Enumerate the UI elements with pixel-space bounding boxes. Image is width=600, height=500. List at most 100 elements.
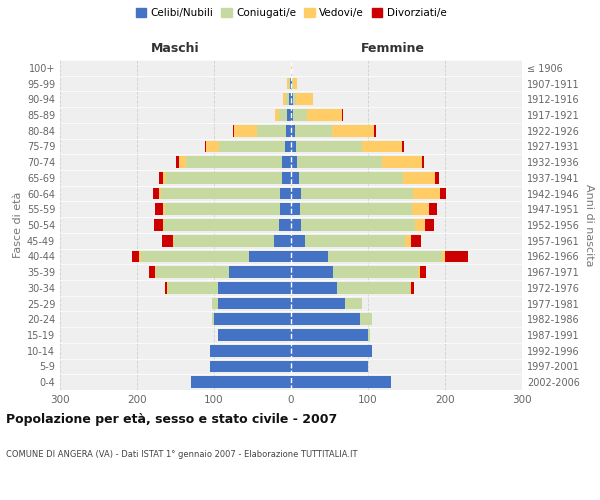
Bar xyxy=(218,298,291,310)
Bar xyxy=(287,109,291,121)
Bar xyxy=(382,156,422,168)
Bar xyxy=(291,250,328,262)
Bar xyxy=(301,219,415,231)
Bar xyxy=(368,329,370,341)
Bar xyxy=(291,109,293,121)
Bar xyxy=(218,329,291,341)
Bar xyxy=(442,250,445,262)
Bar xyxy=(280,188,291,200)
Bar xyxy=(205,140,206,152)
Bar xyxy=(291,345,372,356)
Bar xyxy=(291,360,368,372)
Bar xyxy=(291,62,292,74)
Bar xyxy=(149,266,155,278)
Bar xyxy=(282,156,291,168)
Bar xyxy=(214,314,291,325)
Bar xyxy=(360,314,372,325)
Bar xyxy=(328,250,442,262)
Bar xyxy=(176,156,179,168)
Bar xyxy=(291,172,299,184)
Bar xyxy=(299,172,403,184)
Bar xyxy=(291,219,301,231)
Bar xyxy=(191,376,291,388)
Bar xyxy=(275,109,280,121)
Text: Popolazione per età, sesso e stato civile - 2007: Popolazione per età, sesso e stato civil… xyxy=(6,412,337,426)
Bar xyxy=(291,140,296,152)
Bar xyxy=(422,156,424,168)
Bar xyxy=(429,204,437,215)
Bar xyxy=(413,188,440,200)
Bar xyxy=(291,125,295,136)
Bar xyxy=(173,235,174,246)
Bar xyxy=(167,282,168,294)
Bar xyxy=(290,78,291,90)
Text: Femmine: Femmine xyxy=(361,42,425,55)
Bar xyxy=(280,219,291,231)
Bar xyxy=(411,282,414,294)
Bar xyxy=(289,78,290,90)
Text: Maschi: Maschi xyxy=(151,42,200,55)
Bar xyxy=(179,156,185,168)
Bar xyxy=(280,109,287,121)
Bar xyxy=(185,156,282,168)
Bar xyxy=(156,266,229,278)
Bar xyxy=(291,94,293,105)
Bar xyxy=(291,266,334,278)
Bar xyxy=(291,298,345,310)
Bar xyxy=(295,125,332,136)
Bar xyxy=(374,125,376,136)
Bar xyxy=(131,250,139,262)
Bar xyxy=(174,235,274,246)
Bar xyxy=(164,219,280,231)
Bar xyxy=(410,282,411,294)
Bar xyxy=(435,172,439,184)
Bar xyxy=(210,345,291,356)
Bar xyxy=(419,266,426,278)
Bar xyxy=(280,204,291,215)
Bar xyxy=(165,204,280,215)
Bar xyxy=(168,282,218,294)
Bar xyxy=(305,235,405,246)
Bar xyxy=(402,140,404,152)
Bar xyxy=(297,156,382,168)
Bar xyxy=(411,235,421,246)
Bar xyxy=(342,109,343,121)
Bar xyxy=(291,329,368,341)
Bar xyxy=(425,219,434,231)
Bar xyxy=(337,282,410,294)
Bar xyxy=(440,188,446,200)
Bar xyxy=(163,219,164,231)
Bar xyxy=(301,188,413,200)
Bar xyxy=(445,250,468,262)
Bar xyxy=(161,188,280,200)
Bar xyxy=(362,140,402,152)
Bar xyxy=(218,282,291,294)
Y-axis label: Fasce di età: Fasce di età xyxy=(13,192,23,258)
Bar xyxy=(291,188,301,200)
Bar xyxy=(412,204,429,215)
Bar xyxy=(286,125,291,136)
Bar xyxy=(212,298,218,310)
Bar xyxy=(166,172,282,184)
Bar xyxy=(307,109,342,121)
Bar xyxy=(291,282,337,294)
Bar xyxy=(283,94,286,105)
Bar xyxy=(210,360,291,372)
Bar xyxy=(293,109,307,121)
Bar xyxy=(300,204,412,215)
Bar xyxy=(212,314,214,325)
Bar xyxy=(233,125,234,136)
Bar xyxy=(257,125,286,136)
Bar xyxy=(291,314,360,325)
Y-axis label: Anni di nascita: Anni di nascita xyxy=(584,184,594,266)
Bar xyxy=(403,172,435,184)
Bar xyxy=(332,125,374,136)
Bar xyxy=(415,219,425,231)
Bar xyxy=(291,204,300,215)
Bar xyxy=(274,235,291,246)
Bar xyxy=(296,94,313,105)
Bar xyxy=(155,204,163,215)
Bar xyxy=(291,235,305,246)
Bar xyxy=(291,376,391,388)
Bar xyxy=(153,188,160,200)
